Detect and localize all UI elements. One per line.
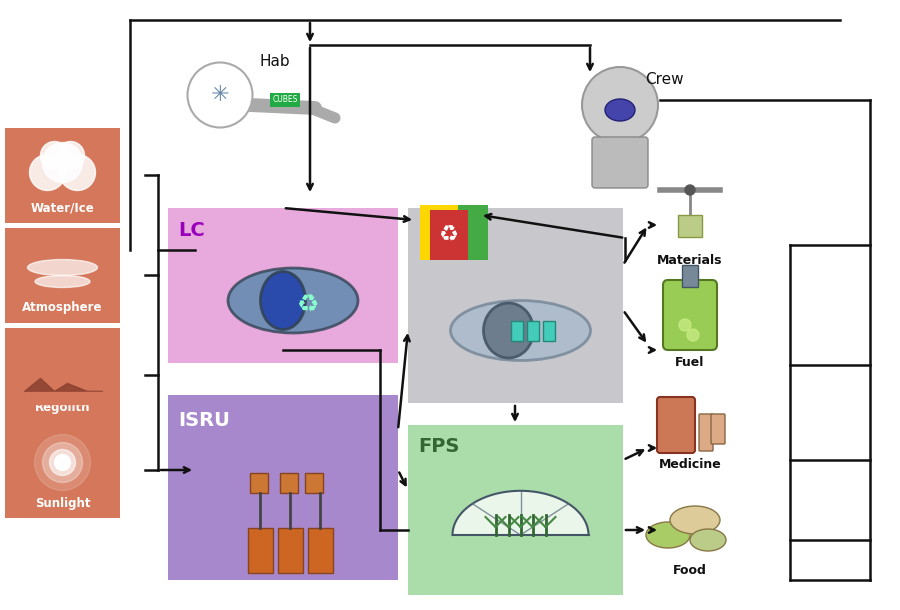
FancyBboxPatch shape — [663, 280, 717, 350]
Text: Materials: Materials — [657, 254, 723, 267]
FancyBboxPatch shape — [248, 528, 273, 573]
Text: ♻: ♻ — [297, 293, 320, 317]
Ellipse shape — [605, 99, 635, 121]
Polygon shape — [453, 491, 589, 535]
Ellipse shape — [483, 303, 534, 358]
Circle shape — [42, 143, 83, 182]
FancyBboxPatch shape — [657, 397, 695, 453]
Text: Food: Food — [673, 564, 707, 576]
Circle shape — [34, 434, 91, 490]
Text: Atmosphere: Atmosphere — [22, 301, 103, 315]
FancyBboxPatch shape — [278, 528, 303, 573]
Text: ISRU: ISRU — [178, 411, 230, 429]
FancyBboxPatch shape — [592, 137, 648, 188]
Circle shape — [582, 67, 658, 143]
Polygon shape — [24, 392, 103, 403]
FancyBboxPatch shape — [682, 265, 698, 287]
FancyBboxPatch shape — [5, 423, 120, 518]
FancyBboxPatch shape — [711, 414, 725, 444]
Ellipse shape — [451, 301, 590, 361]
Text: Water/Ice: Water/Ice — [31, 201, 94, 215]
Text: ISM: ISM — [418, 220, 458, 240]
FancyBboxPatch shape — [305, 473, 323, 492]
Text: Medicine: Medicine — [659, 459, 722, 472]
FancyBboxPatch shape — [5, 128, 120, 223]
FancyBboxPatch shape — [168, 395, 398, 580]
FancyBboxPatch shape — [526, 320, 538, 340]
Circle shape — [59, 154, 95, 190]
FancyBboxPatch shape — [280, 473, 298, 492]
Circle shape — [685, 185, 695, 195]
Ellipse shape — [690, 529, 726, 551]
FancyBboxPatch shape — [678, 215, 702, 237]
Text: Crew: Crew — [645, 73, 684, 87]
Ellipse shape — [28, 259, 97, 276]
Text: Sunlight: Sunlight — [35, 497, 90, 509]
Text: LC: LC — [178, 220, 205, 240]
Text: Regolith: Regolith — [35, 401, 90, 415]
Text: Fuel: Fuel — [675, 356, 705, 368]
FancyBboxPatch shape — [5, 328, 120, 423]
FancyBboxPatch shape — [5, 228, 120, 323]
Ellipse shape — [646, 522, 690, 548]
FancyBboxPatch shape — [250, 473, 268, 492]
Ellipse shape — [228, 268, 358, 333]
Text: ♻: ♻ — [438, 225, 458, 245]
Text: CUBES: CUBES — [273, 96, 298, 104]
Circle shape — [55, 454, 70, 470]
FancyBboxPatch shape — [430, 210, 468, 260]
Text: ✳: ✳ — [211, 85, 230, 105]
Circle shape — [687, 329, 699, 341]
FancyBboxPatch shape — [408, 425, 623, 595]
Circle shape — [30, 154, 66, 190]
Circle shape — [40, 142, 68, 170]
FancyBboxPatch shape — [450, 205, 488, 260]
Ellipse shape — [670, 506, 720, 534]
Ellipse shape — [35, 276, 90, 287]
FancyBboxPatch shape — [168, 208, 398, 363]
FancyBboxPatch shape — [510, 320, 523, 340]
Ellipse shape — [260, 271, 305, 329]
Ellipse shape — [187, 62, 253, 127]
Circle shape — [42, 442, 83, 483]
Text: FPS: FPS — [418, 437, 459, 456]
FancyBboxPatch shape — [699, 414, 713, 451]
FancyBboxPatch shape — [308, 528, 333, 573]
FancyBboxPatch shape — [408, 208, 623, 403]
Circle shape — [57, 142, 85, 170]
Circle shape — [679, 319, 691, 331]
Text: Hab: Hab — [260, 54, 291, 70]
FancyBboxPatch shape — [420, 205, 458, 260]
Circle shape — [50, 450, 76, 476]
Polygon shape — [24, 378, 103, 392]
FancyBboxPatch shape — [543, 320, 554, 340]
